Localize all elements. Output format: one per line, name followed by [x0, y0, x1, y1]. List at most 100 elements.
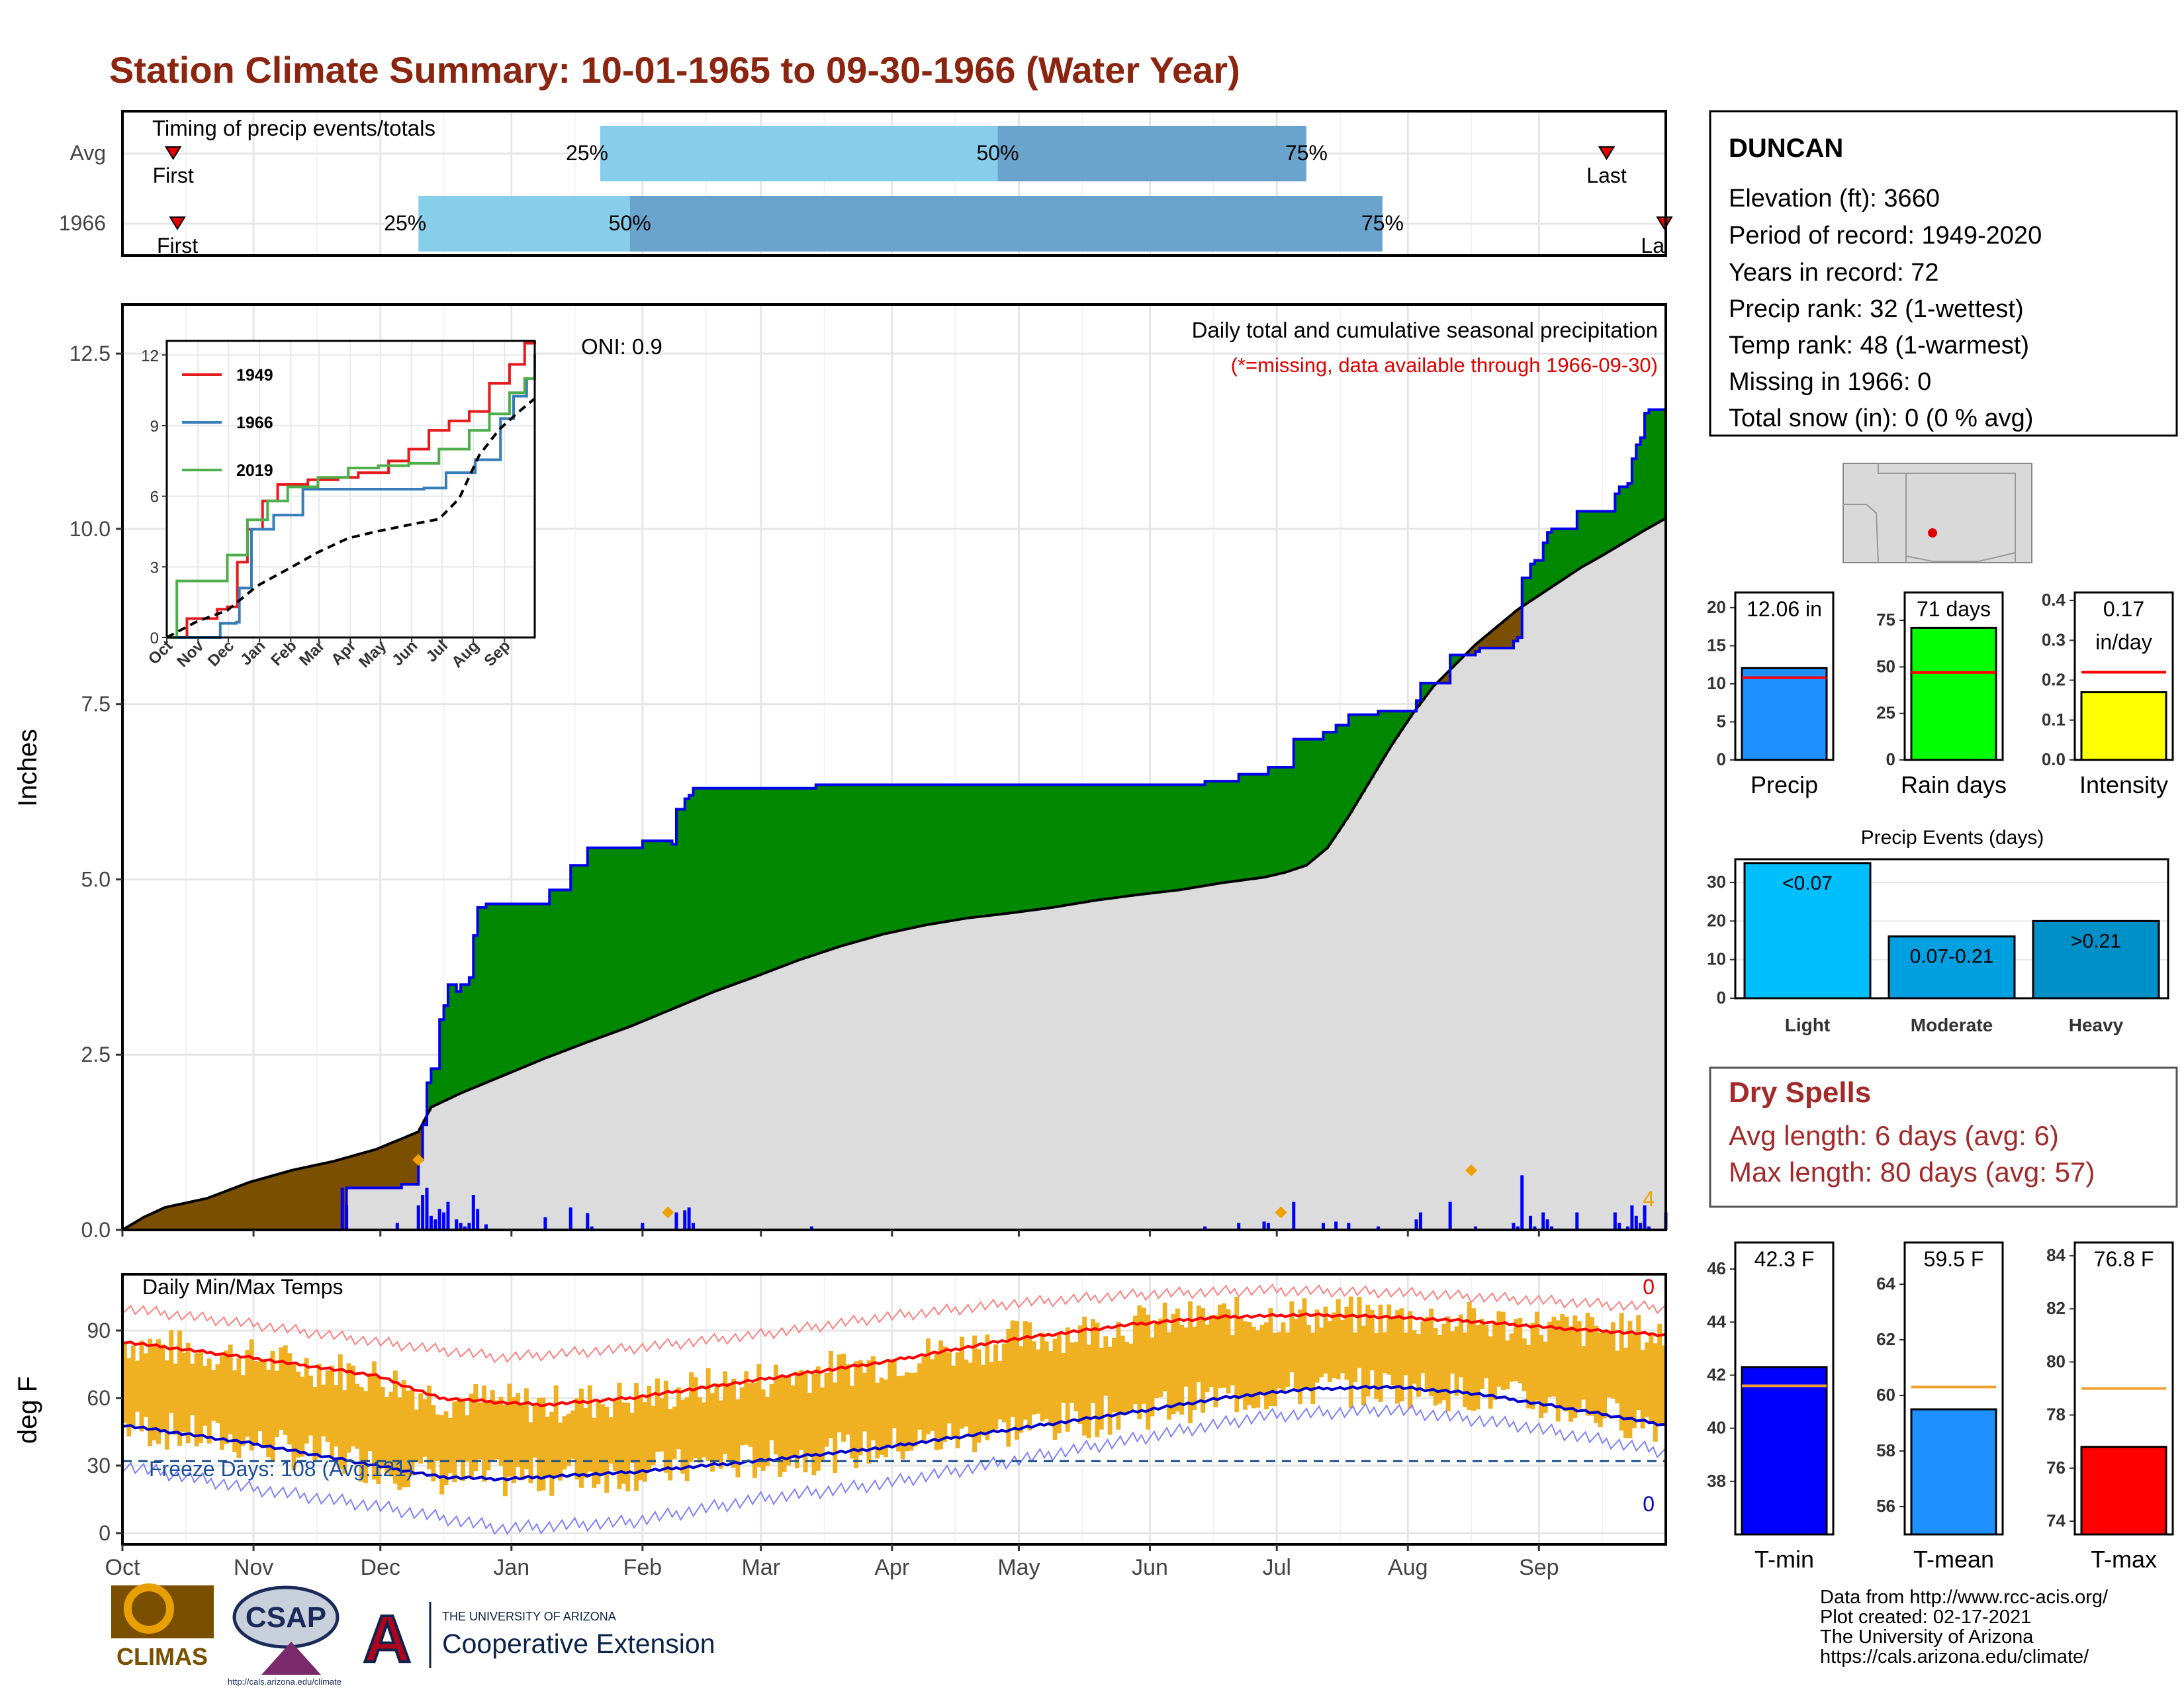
temp-summary-value-label: 59.5 F: [1924, 1247, 1984, 1271]
temp-y-tick-label: 60: [87, 1386, 111, 1410]
precip-event-value-label: 0.07-0.21: [1910, 946, 1994, 968]
seasonal-value-bar: [1910, 626, 1997, 761]
seasonal-chart: 0 5 10 15 20 12.06 in Precip: [1707, 591, 1835, 798]
timing-q50-label: 50%: [609, 211, 651, 235]
precip-subtitle: Daily total and cumulative seasonal prec…: [1192, 318, 1658, 342]
timing-q25-label: 25%: [384, 211, 426, 235]
inset-normal-line: [166, 397, 536, 639]
credit-line: The University of Arizona: [1820, 1626, 2034, 1648]
seasonal-y-tick-label: 20: [1707, 597, 1726, 617]
csap-mountain-icon: [261, 1642, 321, 1675]
daily-temp-range: [122, 1296, 1666, 1497]
temp-y-tick-label: 0: [99, 1521, 111, 1545]
seasonal-y-tick-label: 5: [1717, 712, 1726, 731]
seasonal-label: Rain days: [1901, 771, 2007, 798]
climas-sun-icon: [124, 1583, 174, 1634]
month-tick-label: Apr: [874, 1555, 909, 1580]
csap-logo: CSAP http://cals.arizona.edu/climate: [228, 1585, 341, 1687]
seasonal-label: Intensity: [2079, 771, 2168, 798]
inset-x-tick-label: Jun: [388, 637, 421, 669]
temp-summary-y-tick-label: 40: [1707, 1418, 1726, 1438]
daily-precip-bar: [1533, 1226, 1537, 1230]
temp-title: Daily Min/Max Temps: [142, 1275, 343, 1299]
seasonal-value-bar: [1741, 667, 1828, 761]
daily-precip-bar: [1630, 1205, 1634, 1230]
info-line: Years in record: 72: [1729, 259, 1939, 287]
inset-x-tick-label: Dec: [205, 637, 238, 670]
month-tick-label: Oct: [105, 1555, 140, 1580]
precip-event-category-label: Heavy: [2069, 1015, 2124, 1035]
credit-line: Data from http://www.rcc-acis.org/: [1820, 1587, 2109, 1608]
daily-precip-bar: [467, 1223, 471, 1230]
daily-precip-bar: [484, 1224, 488, 1230]
csap-url: http://cals.arizona.edu/climate: [228, 1677, 341, 1687]
seasonal-frame: [1903, 591, 2004, 761]
daily-precip-bar: [641, 1223, 645, 1230]
temp-summary-value-bar: [1910, 1408, 1997, 1536]
daily-precip-bar: [809, 1226, 813, 1230]
timing-row-label-avg: Avg: [69, 141, 106, 165]
precip-y-axis-label: Inches: [13, 729, 42, 807]
seasonal-value-label: 0.17: [2103, 597, 2144, 621]
temp-y-tick-label: 30: [87, 1454, 111, 1477]
daily-precip-bar: [425, 1188, 429, 1230]
inset-x-tick-label: Jul: [422, 637, 451, 666]
daily-precip-bars: [340, 1175, 1668, 1230]
temp-summary-y-tick-label: 46: [1707, 1258, 1726, 1278]
daily-precip-bar: [1418, 1212, 1422, 1230]
daily-precip-bar: [1262, 1221, 1266, 1230]
month-tick-label: May: [997, 1555, 1040, 1580]
first-event-label: First: [153, 164, 194, 187]
dry-spells-title: Dry Spells: [1729, 1076, 1871, 1109]
ua-logo: A THE UNIVERSITY OF ARIZONA Cooperative …: [362, 1601, 715, 1677]
seasonal-y-tick-label: 0: [1717, 749, 1726, 769]
map-border-az-nm: [1906, 473, 2016, 563]
seasonal-y-tick-label: 10: [1707, 673, 1726, 693]
seasonal-y-tick-label: 50: [1876, 656, 1895, 676]
seasonal-y-tick-label: 0.1: [2042, 710, 2066, 729]
temp-summary-y-tick-label: 64: [1876, 1274, 1895, 1293]
temp-normal-lines: [122, 1283, 1666, 1535]
inset-y-tick-label: 9: [150, 418, 159, 436]
timing-bar-q50-q75: [629, 196, 1383, 252]
inset-legend-label: 2019: [236, 461, 273, 480]
daily-precip-bar: [569, 1207, 572, 1230]
temp-summary-frame: [2073, 1241, 2174, 1536]
month-tick-label: Jun: [1132, 1555, 1168, 1580]
seasonal-y-tick-label: 15: [1707, 635, 1726, 655]
precip-y-tick-label: 0.0: [81, 1218, 111, 1242]
daily-precip-bar: [590, 1226, 594, 1230]
inset-x-tick-label: Feb: [267, 637, 300, 669]
info-frame: [1709, 110, 2178, 437]
credit-line: https://cals.arizona.edu/climate/: [1820, 1646, 2089, 1667]
month-tick-label: Sep: [1519, 1555, 1559, 1580]
events-y-tick-label: 20: [1707, 910, 1726, 930]
daily-precip-bar: [421, 1195, 425, 1230]
credits: Data from http://www.rcc-acis.org/ Plot …: [1820, 1587, 2109, 1667]
csap-logo-text: CSAP: [246, 1601, 326, 1634]
events-frame: [1734, 858, 2169, 1000]
daily-temp-range-bars: [122, 1296, 1666, 1497]
map-border-west: [1843, 504, 1879, 563]
normal-cumulative-area: [122, 518, 1666, 1230]
precip-event-bar: [1888, 935, 2016, 1000]
daily-precip-bar: [340, 1188, 344, 1230]
normal-cumulative-line: [121, 517, 1666, 1231]
inset-series-line: [167, 353, 536, 639]
seasonal-y-tick-label: 25: [1876, 703, 1895, 723]
inset-lines: [166, 341, 536, 639]
map-border-az-west: [1878, 463, 1907, 563]
dry-spells-frame: [1709, 1066, 2178, 1208]
seasonal-y-tick-label: 0.0: [2042, 749, 2066, 769]
temp-summary-y-tick-label: 62: [1876, 1329, 1895, 1349]
seasonal-value-label: 12.06 in: [1747, 597, 1822, 621]
temp-summary-chart: 56 58 60 62 64 59.5 F T-mean: [1876, 1241, 2004, 1573]
seasonal-total-bars: 0 5 10 15 20 12.06 in Precip 0 25 50 75 71 days Rain…: [1707, 590, 2174, 798]
observed-cumulative-line: [122, 384, 1667, 1231]
month-tick-label: Mar: [741, 1555, 780, 1580]
temp-summary-y-tick-label: 60: [1876, 1385, 1895, 1405]
precip-event-category-label: Moderate: [1911, 1015, 1993, 1035]
ua-a-icon: A: [363, 1602, 411, 1676]
